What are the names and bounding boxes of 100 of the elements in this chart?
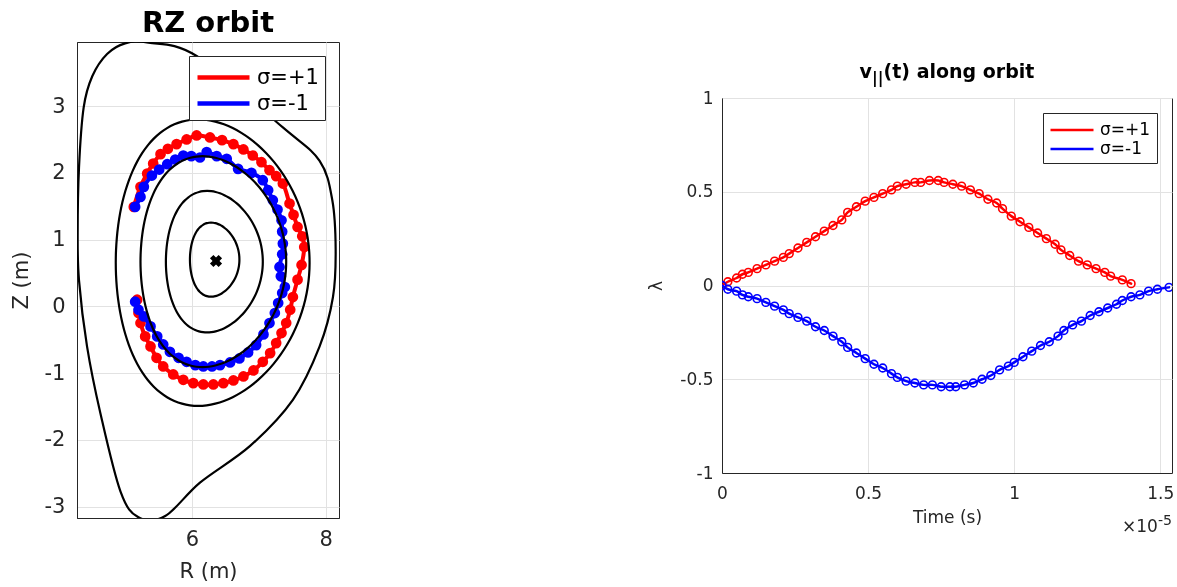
point [153,164,165,175]
y-tick-label: -3 [44,494,66,519]
point [983,194,993,204]
point [778,305,789,315]
point [292,274,303,286]
point [146,170,158,181]
point [997,203,1008,214]
point [216,134,228,146]
point [1018,352,1028,362]
point [842,342,853,353]
point [262,184,274,196]
point [1076,316,1087,326]
point [924,175,935,186]
point [901,376,911,386]
point [1117,275,1127,285]
y-tick-label: 0 [52,293,66,318]
point [139,331,151,342]
x-tick-label: 1 [1009,482,1021,503]
point [784,308,794,319]
point [1126,278,1136,289]
point [1032,228,1043,238]
point [927,380,938,390]
x-tick-label: 1.5 [1147,482,1175,503]
point [892,372,902,383]
point [280,317,292,329]
point [837,337,847,347]
point [910,378,920,388]
y-tick-label: 0 [702,275,714,295]
point [819,226,829,236]
point [939,177,949,188]
point [769,301,780,311]
point [238,144,249,155]
point [1135,290,1145,300]
point [878,363,888,373]
point [837,215,847,225]
point [948,179,958,189]
point [264,347,276,359]
point [802,316,812,326]
point [284,198,295,209]
point [802,237,812,248]
point [284,304,296,316]
point [1152,284,1163,294]
point [238,371,249,382]
y-tick-label: 2 [52,160,66,185]
point [860,196,870,206]
point [1027,346,1037,356]
point [810,232,821,242]
point [851,202,862,212]
point [228,138,239,150]
point [851,348,862,358]
x-tick-label: 6 [185,526,200,551]
point [878,188,888,199]
point [204,132,216,143]
y-tick-label: -1 [696,462,714,483]
x-tick-label: 8 [319,526,333,551]
point [207,379,219,390]
point [752,263,762,274]
point [270,337,282,349]
point [1059,325,1069,336]
y-tick-label: 0.5 [686,181,714,202]
point [296,230,308,242]
point [138,181,150,193]
point [274,261,285,273]
point [974,188,984,199]
chart-title: v$_{||}$(t) along orbit [859,60,1035,87]
point [248,365,259,376]
legend-label: σ=+1 [257,64,319,89]
point [1056,245,1066,255]
point [145,341,156,352]
point [247,150,259,161]
point [986,370,996,381]
point [187,377,199,389]
point [257,356,269,368]
point [968,378,978,388]
point [1006,211,1016,221]
point [1126,292,1136,302]
point [1082,260,1092,270]
point [828,220,838,231]
point [1103,303,1113,313]
point [828,331,838,341]
point [916,177,926,188]
point [761,260,771,270]
point [1035,340,1046,351]
point [892,181,902,191]
point [167,369,179,380]
point [743,267,753,278]
legend-label: σ=+1 [1100,119,1151,139]
point [752,293,762,304]
x-axis-title: Time (s) [911,506,983,527]
point [1053,331,1063,341]
point [842,207,853,218]
point [1105,271,1116,281]
point [1044,337,1054,347]
point [161,158,173,170]
y-tick-label: 1 [702,87,714,108]
point [956,181,967,191]
point [209,254,223,268]
point [933,175,943,186]
point [886,185,897,195]
point [723,277,733,287]
